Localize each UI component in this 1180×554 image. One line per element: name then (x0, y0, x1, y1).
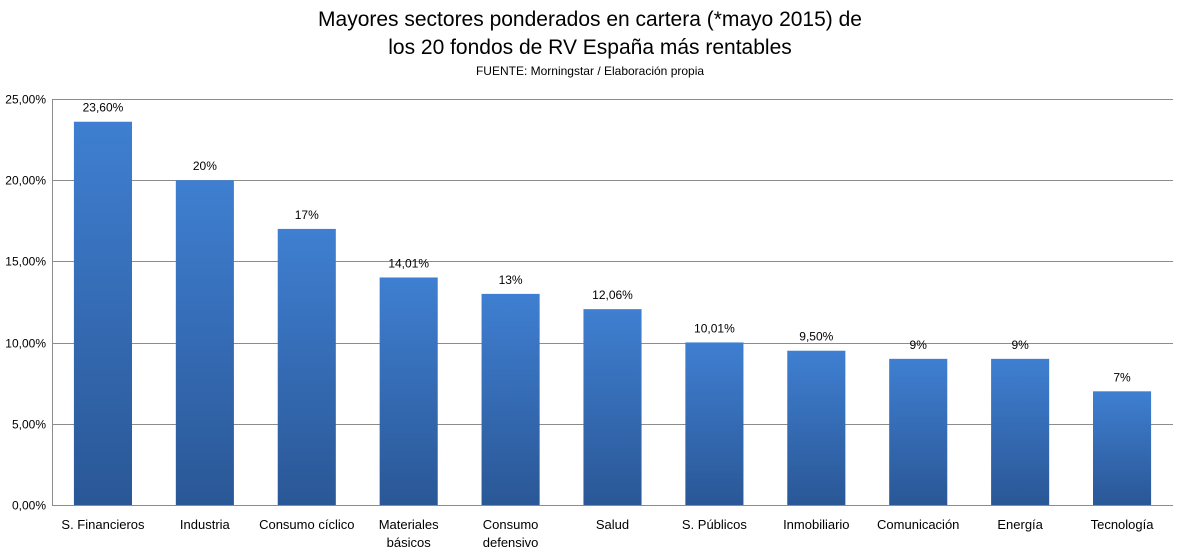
bar (277, 228, 336, 506)
data-label: 13% (499, 273, 523, 287)
data-labels: 23,60% 20% 17% 14,01% 13% 12,06% 10,01% 9,50% 9%… (83, 101, 1131, 385)
bar (481, 293, 540, 505)
chart-title-block: Mayores sectores ponderados en cartera (… (0, 6, 1180, 79)
y-tick-label: 0,00% (12, 499, 46, 513)
bar (583, 309, 642, 505)
axes: 0,00% 5,00% 10,00% 15,00% 20,00% 25,00% S. Fin… (5, 93, 1154, 551)
data-label: 20% (193, 159, 217, 173)
x-tick-label: Inmobiliario (783, 517, 849, 532)
bar (73, 121, 132, 506)
data-label: 9,50% (799, 330, 833, 344)
y-tick-label: 15,00% (5, 255, 46, 269)
data-label: 12,06% (592, 288, 633, 302)
y-tick-label: 20,00% (5, 174, 46, 188)
data-label: 10,01% (694, 321, 735, 335)
x-tick-label: Materiales básicos (379, 517, 439, 550)
x-tick-label: Energía (997, 517, 1043, 532)
chart-subtitle: FUENTE: Morningstar / Elaboración propia (475, 64, 705, 78)
bar (889, 358, 948, 505)
bars (73, 121, 1152, 506)
x-tick-label: Comunicación (877, 517, 959, 532)
data-label: 14,01% (388, 256, 429, 270)
chart-title-line-1: Mayores sectores ponderados en cartera (… (318, 8, 862, 31)
y-tick-label: 5,00% (12, 418, 46, 432)
bar (175, 180, 234, 505)
y-tick-label: 10,00% (5, 337, 46, 351)
x-tick-label: Consumo cíclico (259, 517, 354, 532)
x-tick-label: Salud (596, 517, 629, 532)
bar (379, 277, 438, 505)
data-label: 7% (1113, 370, 1131, 384)
data-label: 23,60% (83, 101, 124, 115)
x-tick-label: Industria (180, 517, 231, 532)
x-tick-label: S. Financieros (61, 517, 145, 532)
x-tick-label: Tecnología (1091, 517, 1155, 532)
bar (1093, 391, 1152, 505)
data-label: 9% (910, 338, 928, 352)
y-tick-label: 25,00% (5, 93, 46, 107)
x-tick-label: Consumo defensivo (483, 517, 539, 550)
data-label: 17% (295, 208, 319, 222)
data-label: 9% (1011, 338, 1029, 352)
bar (685, 342, 744, 505)
bar (787, 350, 846, 505)
bar (991, 358, 1050, 505)
x-tick-label: S. Públicos (682, 517, 748, 532)
chart-title-line-2: los 20 fondos de RV España más rentables (388, 36, 792, 59)
